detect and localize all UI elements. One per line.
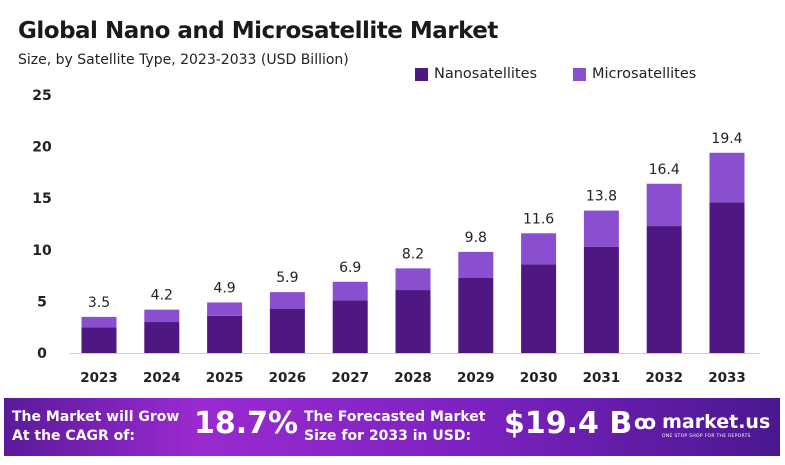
legend-swatch [573, 67, 586, 81]
bar-microsatellites-2026 [269, 292, 305, 309]
x-tick-label: 2026 [269, 370, 307, 386]
data-label: 11.6 [523, 211, 554, 227]
y-tick-label: 0 [37, 346, 47, 362]
data-label: 13.8 [586, 189, 617, 205]
data-label: 4.2 [151, 288, 173, 304]
bar-nanosatellites-2027 [332, 300, 368, 353]
bar-microsatellites-2031 [583, 210, 619, 247]
data-label: 5.9 [276, 270, 298, 286]
bar-microsatellites-2030 [521, 233, 557, 265]
footer-banner: The Market will Grow At the CAGR of: 18.… [4, 398, 780, 456]
forecast-label: The Forecasted Market Size for 2033 in U… [304, 408, 485, 446]
data-label: 9.8 [465, 230, 487, 246]
x-tick-label: 2031 [583, 370, 621, 386]
x-tick-label: 2025 [206, 370, 244, 386]
forecast-label-line: Size for 2033 in USD: [304, 428, 472, 444]
y-tick-label: 5 [37, 294, 47, 310]
forecast-label-line: The Forecasted Market [304, 409, 486, 425]
bar-nanosatellites-2025 [207, 315, 243, 353]
x-tick-label: 2032 [645, 370, 683, 386]
market-us-logo: ꝏ market.us ONE STOP SHOP FOR THE REPORT… [634, 410, 771, 439]
cagr-label-line: At the CAGR of: [12, 428, 135, 444]
logo-icon: ꝏ [634, 410, 657, 434]
bar-nanosatellites-2030 [521, 264, 557, 353]
bar-microsatellites-2029 [458, 251, 494, 278]
x-tick-label: 2029 [457, 370, 495, 386]
cagr-label-line: The Market will Grow [12, 409, 180, 425]
bar-nanosatellites-2026 [269, 308, 305, 353]
bar-nanosatellites-2032 [646, 226, 682, 353]
bar-microsatellites-2027 [332, 281, 368, 301]
data-label: 8.2 [402, 246, 424, 262]
legend-label: Nanosatellites [434, 66, 538, 82]
x-tick-label: 2033 [708, 370, 746, 386]
x-tick-label: 2023 [80, 370, 118, 386]
y-tick-label: 25 [32, 88, 51, 104]
legend-nanosatellites: Nanosatellites [415, 66, 537, 82]
bar-nanosatellites-2031 [583, 246, 619, 353]
bar-microsatellites-2032 [646, 183, 682, 227]
bar-microsatellites-2023 [81, 316, 117, 328]
bar-nanosatellites-2023 [81, 327, 117, 353]
chart-title: Global Nano and Microsatellite Market [18, 18, 498, 44]
forecast-value: $19.4 B [504, 406, 633, 441]
legend-microsatellites: Microsatellites [573, 66, 696, 82]
y-tick-label: 20 [32, 140, 52, 156]
legend-swatch [415, 67, 428, 81]
cagr-label: The Market will Grow At the CAGR of: [12, 408, 179, 446]
chart-subtitle: Size, by Satellite Type, 2023-2033 (USD … [18, 52, 349, 68]
bar-microsatellites-2024 [144, 309, 180, 323]
bar-microsatellites-2033 [709, 152, 745, 203]
data-label: 3.5 [88, 295, 110, 311]
data-label: 19.4 [711, 131, 742, 147]
x-tick-label: 2030 [520, 370, 558, 386]
data-label: 4.9 [213, 280, 235, 296]
bar-microsatellites-2028 [395, 268, 431, 291]
bar-nanosatellites-2028 [395, 290, 431, 353]
y-tick-label: 15 [32, 191, 51, 207]
bar-nanosatellites-2033 [709, 202, 745, 353]
x-tick-label: 2027 [331, 370, 369, 386]
x-tick-label: 2028 [394, 370, 432, 386]
bar-nanosatellites-2029 [458, 277, 494, 353]
legend-label: Microsatellites [592, 66, 697, 82]
logo-tagline: ONE STOP SHOP FOR THE REPORTS [662, 434, 751, 439]
bar-nanosatellites-2024 [144, 322, 180, 353]
data-label: 16.4 [649, 162, 680, 178]
bar-chart: 05101520253.520234.220244.920255.920266.… [32, 88, 760, 386]
bar-microsatellites-2025 [207, 302, 243, 316]
data-label: 6.9 [339, 260, 361, 276]
cagr-value: 18.7% [194, 406, 299, 441]
logo-text: market.us [662, 411, 771, 433]
x-tick-label: 2024 [143, 370, 181, 386]
y-tick-label: 10 [32, 243, 52, 259]
